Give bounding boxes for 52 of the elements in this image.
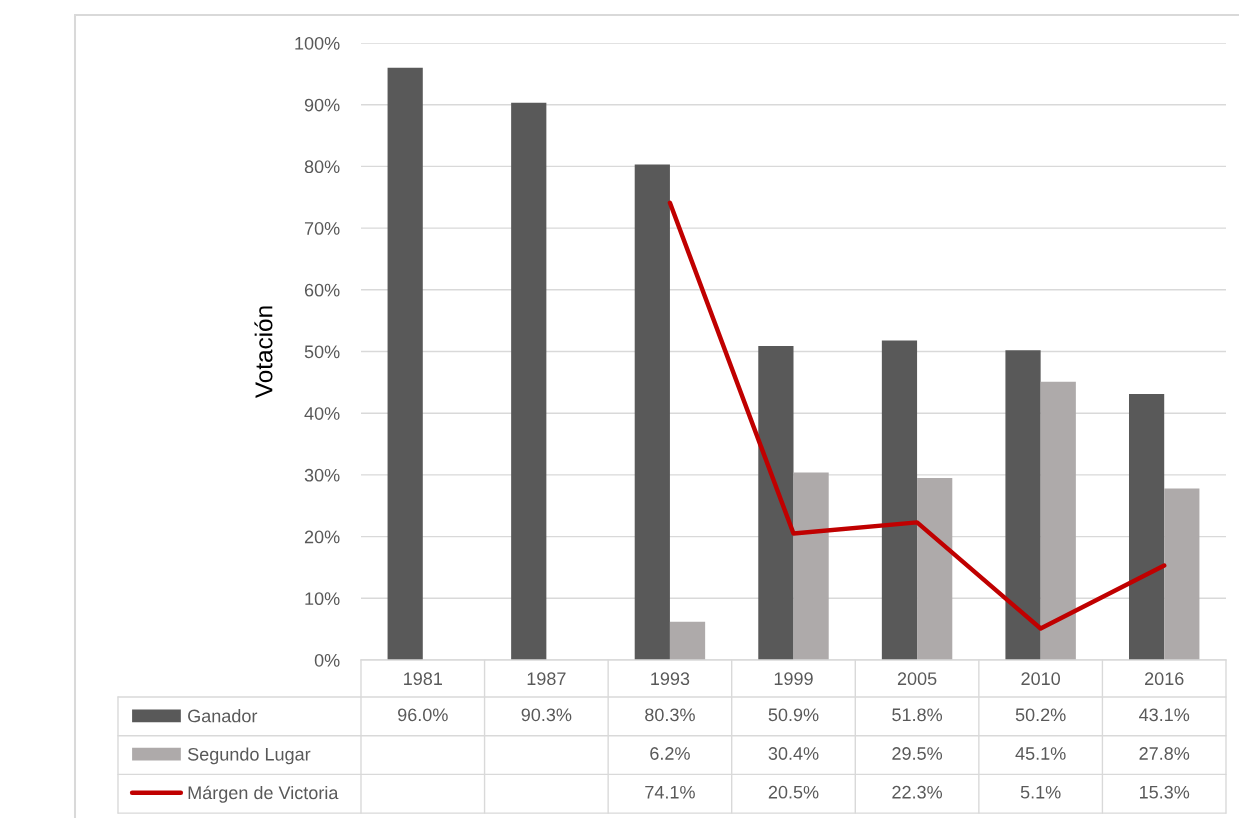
y-tick-label: 50% [304, 345, 340, 359]
bar [917, 477, 953, 660]
data-label: 45.1% [1015, 747, 1066, 760]
data-label: 50.2% [1015, 708, 1066, 722]
data-label: 20.5% [768, 785, 819, 799]
y-tick-label: 30% [304, 468, 340, 482]
bar [387, 67, 423, 660]
legend-label: Márgen de Victoria [188, 785, 339, 803]
data-label: 30.4% [768, 747, 819, 760]
x-tick-label: 2016 [1145, 672, 1184, 686]
data-label: 6.2% [650, 747, 690, 760]
data-label: 51.8% [892, 708, 943, 722]
data-label: 50.9% [768, 708, 819, 722]
y-tick-label: 80% [304, 160, 340, 174]
data-label: 74.1% [645, 785, 695, 799]
data-label: 29.5% [892, 747, 943, 760]
data-label: 27.8% [1139, 747, 1190, 760]
data-label: 80.3% [645, 708, 695, 722]
y-tick-label: 100% [295, 36, 340, 50]
bar [1040, 381, 1076, 660]
x-tick-label: 1981 [404, 672, 442, 686]
y-tick-label: 0% [314, 653, 340, 667]
data-label: 43.1% [1139, 708, 1190, 722]
bar [1005, 350, 1041, 660]
bar [669, 621, 706, 660]
line-series [667, 200, 1167, 631]
x-tick-label: 1993 [651, 672, 690, 686]
bar [758, 345, 794, 660]
y-tick-label: 60% [304, 283, 340, 297]
y-tick-label: 70% [304, 222, 340, 235]
bar [1129, 394, 1165, 660]
y-tick-label: 20% [304, 530, 340, 544]
legend-label: Ganador [188, 709, 258, 723]
bar [793, 472, 829, 660]
data-label: 22.3% [892, 785, 943, 799]
data-label: 5.1% [1020, 785, 1061, 799]
x-tick-label: 2005 [897, 672, 937, 686]
x-tick-label: 2010 [1021, 672, 1061, 686]
data-label: 96.0% [398, 708, 448, 722]
bar [511, 102, 547, 660]
bar [1164, 488, 1200, 660]
y-tick-label: 40% [304, 407, 340, 420]
y-tick-label: 10% [305, 592, 340, 606]
legend-label: Segundo Lugar [187, 747, 311, 765]
x-tick-label: 1987 [527, 672, 566, 686]
data-label: 90.3% [521, 708, 572, 722]
x-tick-label: 1999 [774, 672, 813, 686]
y-tick-label: 90% [304, 98, 340, 112]
data-label: 15.3% [1139, 785, 1190, 799]
y-axis-title: Votación [254, 306, 273, 399]
bar [881, 340, 918, 660]
bar [634, 164, 670, 660]
